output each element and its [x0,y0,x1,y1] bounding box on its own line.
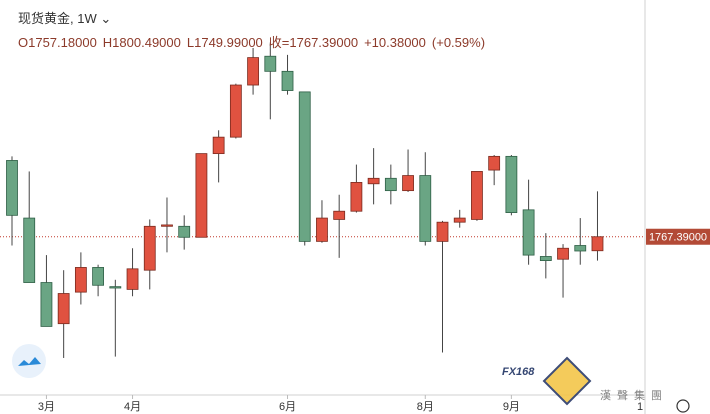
candle-body [6,160,18,216]
candle-body [23,217,36,283]
ohlc-value: O1757.18000 [18,35,97,50]
candle-body [247,57,259,86]
candle-body [143,225,156,271]
candle-body [195,153,208,238]
candle-body [57,293,70,325]
ohlc-value: +10.38000 [364,35,426,50]
candle-body [350,182,363,212]
watermark-logo [542,356,592,406]
ohlc-value: H1800.49000 [102,35,181,50]
x-tick-label: 9月 [503,401,520,413]
candle-body [264,55,277,72]
logo-button [12,344,46,378]
x-tick-label: 4月 [124,401,141,413]
x-tick-label: 8月 [417,401,434,413]
logo-icon [18,357,41,366]
candle-body [298,91,311,242]
candle-body [316,217,328,242]
symbol-title[interactable]: 现货黄金, 1W ⌄ [18,8,111,27]
candle-body [161,224,173,227]
candle-body [367,177,380,185]
candle-body [453,217,466,223]
ohlc-value: L1749.99000 [186,35,263,50]
watermark: FX168 漢聲集團 [502,356,668,406]
candle-body [92,267,104,286]
candle-body [505,155,518,213]
candle-body [333,210,346,220]
candle-body [591,236,604,252]
candle-body [471,171,483,220]
settings-icon [676,399,690,413]
x-tick-label: 6月 [279,401,296,413]
candle-body [178,225,191,238]
candle-body [436,221,449,242]
candle-body [522,209,535,256]
candle-body [229,84,242,138]
title: 现货黄金, 1W [18,11,97,26]
candle-body [488,155,501,171]
candle-body [557,247,569,260]
candle-body [126,268,139,290]
dropdown-chevron[interactable]: ⌄ [100,11,112,26]
candle-body [212,136,225,155]
x-tick-label: 1 [637,401,643,413]
candle-body [402,175,414,192]
last-price-label: 1767.39000 [649,232,707,244]
candle-body [574,245,587,252]
watermark-brand: FX168 [502,366,535,378]
candle-body [281,70,294,91]
candle-body [539,256,552,261]
watermark-sub: 漢聲集團 [600,388,668,402]
last-price-box [646,228,710,245]
candle-body [384,177,397,192]
ohlc-value: (+0.59%) [431,35,486,50]
candle-body [74,267,87,293]
ohlc-header: O1757.18000 H1800.49000 L1749.99000 收=1767.… [18,32,491,51]
candle-body [40,282,53,327]
x-tick-label: 3月 [38,401,55,413]
ohlc-value: 收=1767.39000 [268,35,359,50]
candle-body [419,175,432,242]
candle-body [109,286,122,289]
